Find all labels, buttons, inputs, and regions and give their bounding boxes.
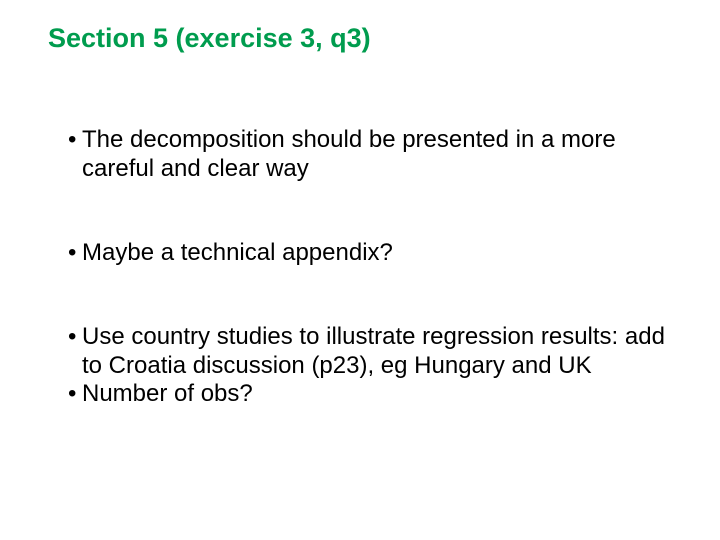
list-item: • The decomposition should be presented …: [68, 126, 672, 183]
list-item: • Number of obs?: [68, 380, 672, 408]
bullet-group: • The decomposition should be presented …: [68, 126, 672, 183]
bullet-mark: •: [68, 380, 82, 408]
bullet-mark: •: [68, 126, 82, 183]
bullet-text: The decomposition should be presented in…: [82, 126, 672, 183]
bullet-text: Use country studies to illustrate regres…: [82, 323, 672, 380]
list-item: • Maybe a technical appendix?: [68, 239, 672, 267]
bullet-text: Maybe a technical appendix?: [82, 239, 672, 267]
bullet-list: • The decomposition should be presented …: [48, 126, 672, 408]
bullet-text: Number of obs?: [82, 380, 672, 408]
bullet-mark: •: [68, 239, 82, 267]
bullet-group: • Maybe a technical appendix?: [68, 239, 672, 267]
bullet-mark: •: [68, 323, 82, 380]
bullet-group: • Use country studies to illustrate regr…: [68, 323, 672, 408]
list-item: • Use country studies to illustrate regr…: [68, 323, 672, 380]
slide-title: Section 5 (exercise 3, q3): [48, 22, 672, 54]
